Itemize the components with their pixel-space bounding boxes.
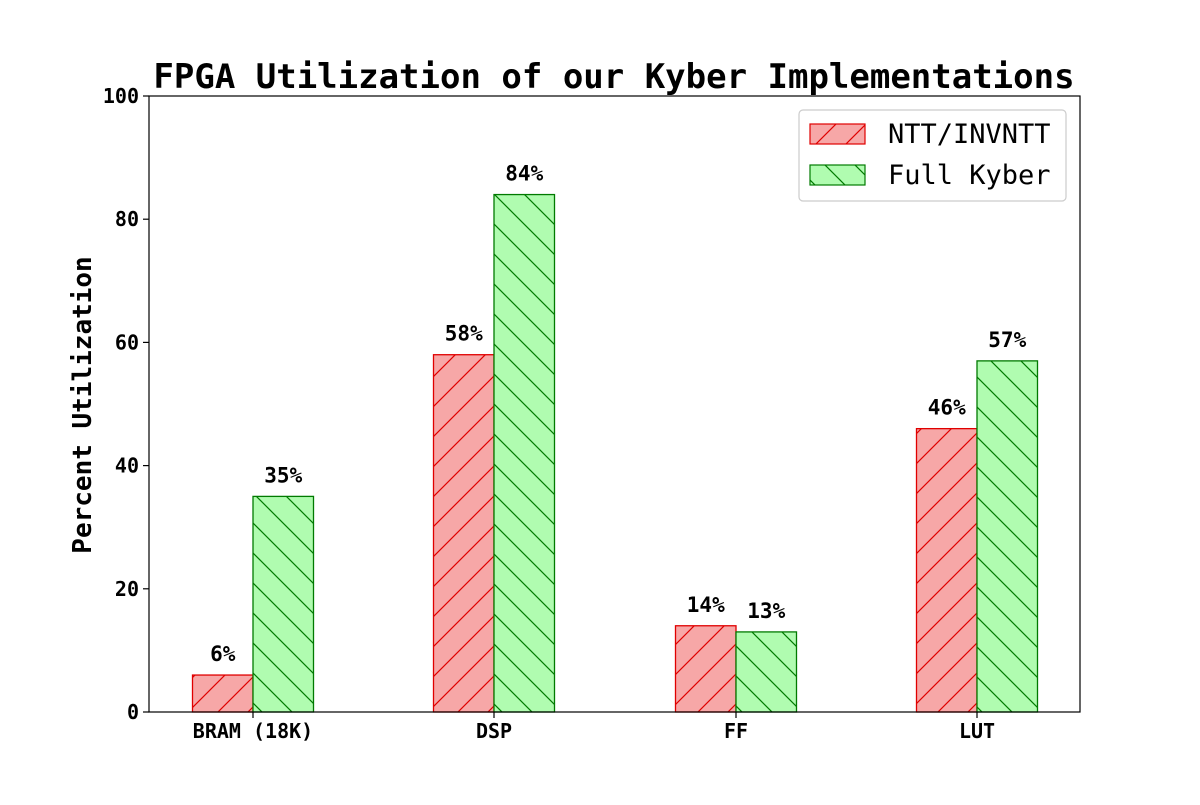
data-label-ntt-0: 6%: [210, 642, 236, 666]
y-ticks-layer: 0 20 40 60 80 100: [103, 84, 149, 724]
legend-label-ntt: NTT/INVNTT: [888, 119, 1051, 150]
bar-full-kyber-0: [252, 495, 315, 713]
data-label-full-kyber-3: 57%: [988, 328, 1026, 352]
data-label-full-kyber-0: 35%: [264, 463, 302, 487]
legend-swatch-full-kyber: [809, 164, 866, 186]
x-categories-layer: BRAM (18K) DSP FF LUT: [193, 712, 995, 743]
bar-ntt-3: [915, 427, 978, 713]
legend-label-full-kyber: Full Kyber: [888, 160, 1051, 191]
y-tick-label-0: 0: [127, 700, 139, 724]
legend: NTT/INVNTT Full Kyber: [798, 109, 1067, 202]
chart-title: FPGA Utilization of our Kyber Implementa…: [153, 57, 1074, 97]
x-category-label-3: LUT: [959, 719, 995, 743]
bar-ntt-2: [674, 625, 737, 713]
x-category-label-2: FF: [724, 719, 748, 743]
y-tick-label-4: 80: [115, 207, 139, 231]
data-label-full-kyber-2: 13%: [747, 599, 785, 623]
bar-ntt-0: [191, 674, 254, 713]
y-tick-label-1: 20: [115, 577, 139, 601]
legend-swatch-ntt: [809, 123, 866, 145]
data-label-full-kyber-1: 84%: [505, 162, 543, 186]
data-label-ntt-1: 58%: [445, 322, 483, 346]
data-label-ntt-2: 14%: [687, 593, 725, 617]
data-labels-layer: 6% 58% 14% 46% 35% 84% 13% 57%: [210, 162, 1026, 666]
plot-frame: [148, 95, 1081, 713]
y-tick-label-3: 60: [115, 330, 139, 354]
data-label-ntt-3: 46%: [928, 396, 966, 420]
bar-full-kyber-1: [493, 193, 556, 713]
bar-full-kyber-3: [976, 360, 1039, 713]
legend-box: [798, 109, 1067, 202]
bar-ntt-1: [432, 354, 495, 713]
x-category-label-1: DSP: [476, 719, 512, 743]
bars-layer: [191, 193, 1039, 713]
bar-full-kyber-2: [735, 631, 798, 713]
y-tick-label-2: 40: [115, 454, 139, 478]
y-tick-label-5: 100: [103, 84, 139, 108]
y-axis-label: Percent Utilization: [68, 256, 98, 553]
x-category-label-0: BRAM (18K): [193, 719, 313, 743]
